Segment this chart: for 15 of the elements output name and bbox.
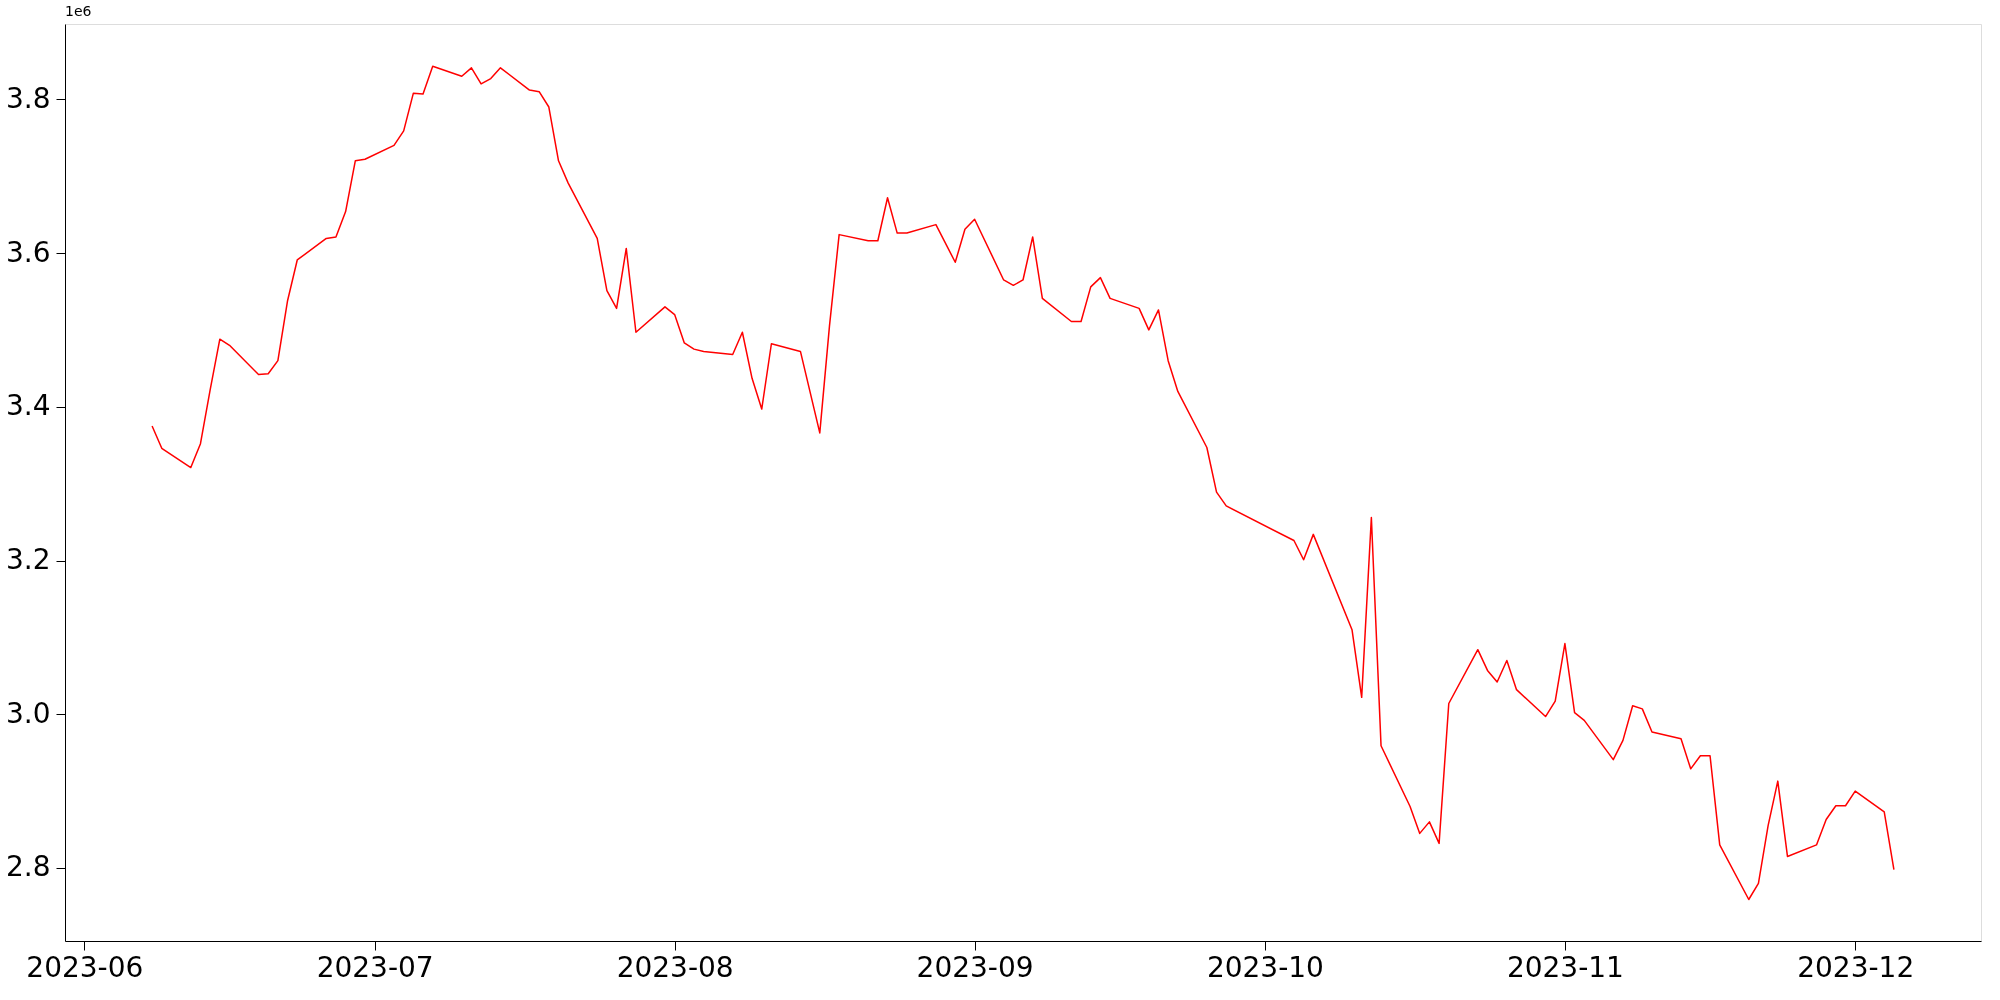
text: 1e6	[65, 3, 92, 19]
y-tick-label: 3.4	[5, 389, 51, 423]
y-tick-label: 3.0	[5, 696, 51, 730]
x-tick-label: 2023-12	[1797, 950, 1915, 984]
y-tick-label: 2.8	[5, 850, 51, 884]
x-tick-label: 2023-11	[1506, 950, 1624, 984]
y-tick-label: 3.8	[5, 81, 51, 115]
x-tick-label: 2023-06	[26, 950, 144, 984]
x-tick-label: 2023-07	[316, 950, 434, 984]
x-tick-label: 2023-08	[616, 950, 734, 984]
x-tick-label: 2023-10	[1206, 950, 1324, 984]
line-series	[151, 65, 1895, 901]
y-tick-label: 3.2	[5, 543, 51, 577]
x-tick-label: 2023-09	[916, 950, 1034, 984]
y-tick-label: 3.6	[5, 235, 51, 269]
